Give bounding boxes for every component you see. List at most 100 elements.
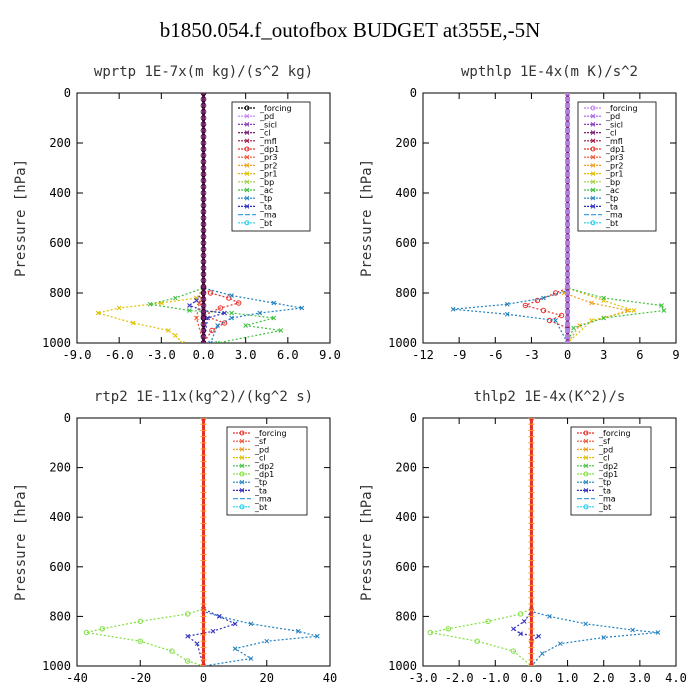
legend-label: _forcing [605, 104, 638, 113]
y-tick-label: 400 [395, 186, 417, 200]
data-point [659, 303, 664, 308]
legend-marker [239, 438, 245, 444]
data-point [173, 333, 178, 338]
data-point [248, 656, 254, 661]
legend-label: _pr2 [259, 161, 277, 170]
legend-marker [590, 113, 596, 119]
data-point [271, 300, 277, 306]
data-point [485, 618, 491, 625]
data-point [200, 252, 207, 259]
data-point [558, 312, 565, 319]
legend-marker [244, 138, 250, 144]
legend-label: _dp1 [254, 470, 274, 479]
x-tick-label: 40 [323, 671, 337, 685]
data-point [565, 303, 571, 308]
data-point [200, 208, 207, 215]
legend-label: _ta [254, 486, 267, 495]
data-point [565, 259, 571, 265]
x-tick-label: 6 [636, 348, 643, 362]
data-point [200, 140, 207, 146]
x-tick-label: -9.0 [63, 348, 92, 362]
legend-label: _dp2 [254, 462, 274, 471]
y-tick-label: 1000 [42, 336, 71, 350]
data-point [565, 159, 571, 165]
data-point [565, 246, 571, 252]
data-point [194, 641, 200, 647]
y-tick-label: 600 [395, 560, 417, 574]
x-tick-label: -2.0 [445, 671, 474, 685]
data-point [116, 305, 122, 311]
data-point [257, 310, 263, 316]
data-point [200, 183, 207, 190]
data-point [232, 621, 238, 627]
x-tick-label: -6.0 [105, 348, 134, 362]
data-point [565, 271, 571, 277]
y-tick-label: 800 [395, 286, 417, 300]
data-point [217, 305, 224, 311]
data-point [565, 121, 571, 127]
data-point [200, 165, 207, 171]
data-point [95, 310, 101, 316]
x-tick-label: -9 [452, 348, 466, 362]
chart-panel-1: wprtp 1E-7x(m kg)/(s^2 kg) -9.0 -6.0 -3.0 0.… [13, 64, 341, 362]
data-point [200, 93, 207, 96]
x-tick-label: -40 [66, 671, 88, 685]
data-point [243, 323, 249, 328]
data-point [565, 253, 571, 258]
legend-marker [583, 438, 589, 444]
data-point [169, 648, 175, 654]
data-point [565, 190, 571, 196]
legend-marker [239, 430, 245, 436]
legend-label: _bp [605, 178, 620, 187]
legend-marker [244, 154, 250, 160]
legend-marker [244, 122, 250, 127]
series-line-ac [566, 93, 665, 343]
y-tick-label: 0 [410, 86, 417, 100]
plot-frame [422, 417, 677, 667]
data-point [235, 300, 242, 306]
data-point [565, 109, 571, 115]
legend-label: _mfl [605, 137, 623, 146]
data-point [271, 315, 277, 321]
chart-panel-2: wpthlp 1E-4x(m K)/s^2 -12 -9 -6 -3 0 3 6 9 0 200 40… [359, 64, 680, 362]
legend-marker [590, 187, 596, 193]
data-point [565, 146, 571, 152]
data-point [205, 315, 211, 321]
legend-marker [583, 479, 589, 485]
data-point [565, 171, 571, 177]
data-point [565, 196, 571, 202]
y-tick-label: 400 [395, 510, 417, 524]
data-point [557, 641, 563, 647]
data-point [200, 171, 207, 178]
y-tick-label: 200 [395, 136, 417, 150]
data-point [187, 303, 192, 308]
data-point [571, 325, 576, 331]
series-line-tp [202, 418, 318, 666]
data-point [215, 323, 220, 328]
data-point [200, 327, 207, 334]
series-line-ac [149, 93, 281, 343]
data-point [661, 308, 667, 313]
y-axis-label: Pressure [hPa] [13, 483, 29, 601]
series-line-pr1 [566, 93, 637, 343]
legend: _forcing_pd_sicl_cl_mfl_dp1_pr3_pr2_pr1_… [577, 101, 657, 232]
data-point [200, 290, 207, 296]
data-point [510, 648, 517, 654]
legend-label: _pd [598, 445, 613, 454]
data-point [630, 627, 635, 633]
data-point [565, 315, 571, 321]
series-group [450, 93, 667, 343]
data-point [130, 320, 136, 326]
data-point [518, 631, 523, 637]
x-tick-label: -12 [412, 348, 434, 362]
legend-label: _forcing [259, 104, 292, 113]
series-line-ta [512, 418, 541, 666]
legend-label: _cl [605, 129, 617, 138]
data-point [200, 308, 207, 315]
data-point [137, 638, 143, 644]
data-point [539, 651, 545, 656]
data-point [200, 333, 207, 340]
series-line-dp1 [523, 93, 569, 343]
legend-label: _tp [254, 478, 267, 487]
legend-marker [583, 471, 589, 477]
